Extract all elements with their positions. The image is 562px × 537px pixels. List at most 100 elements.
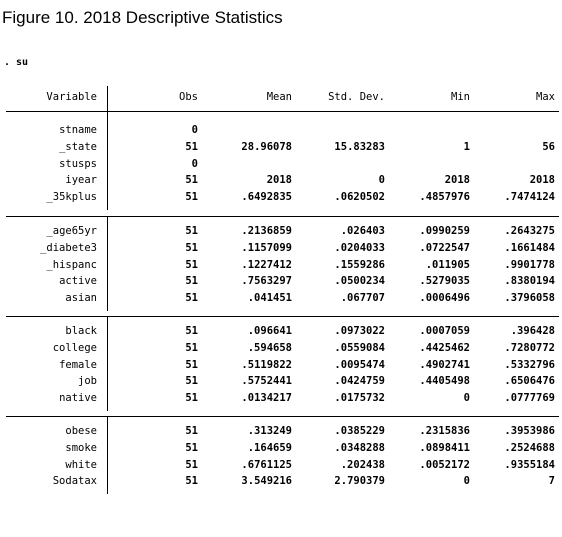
max-cell: .3953986 bbox=[504, 425, 555, 437]
min-cell: .4405498 bbox=[419, 375, 470, 388]
max-cell: 7 bbox=[548, 475, 555, 488]
variable-name: white bbox=[65, 458, 97, 471]
min-cell: .2315836 bbox=[419, 425, 470, 437]
max-cell: 56 bbox=[542, 140, 555, 153]
variable-name: _hispanc bbox=[46, 258, 97, 271]
variable-name: female bbox=[59, 358, 97, 371]
obs-cell: 51 bbox=[185, 275, 198, 288]
obs-cell: 0 bbox=[191, 124, 198, 136]
obs-cell: 51 bbox=[185, 225, 198, 237]
min-cell: 0 bbox=[463, 475, 470, 488]
std-dev-cell: .0973022 bbox=[334, 325, 385, 337]
mean-cell: .7563297 bbox=[241, 275, 292, 288]
mean-cell: .041451 bbox=[247, 292, 292, 305]
obs-cell: 0 bbox=[191, 157, 198, 170]
mean-cell: 28.96078 bbox=[241, 140, 292, 153]
figure-title: Figure 10. 2018 Descriptive Statistics bbox=[2, 8, 283, 27]
min-cell: .0052172 bbox=[419, 458, 470, 471]
max-cell: .9355184 bbox=[504, 458, 555, 471]
variable-name: obese bbox=[65, 425, 97, 437]
variable-name: iyear bbox=[65, 174, 97, 187]
max-cell: .396428 bbox=[510, 325, 555, 337]
std-dev-cell: 15.83283 bbox=[334, 140, 385, 153]
mean-cell: .5119822 bbox=[241, 358, 292, 371]
variable-name: active bbox=[59, 275, 97, 288]
max-cell: .0777769 bbox=[504, 392, 555, 405]
min-cell: .0898411 bbox=[419, 441, 470, 454]
max-cell: .6506476 bbox=[504, 375, 555, 388]
mean-cell: .1157099 bbox=[241, 241, 292, 254]
min-cell: 2018 bbox=[444, 174, 470, 187]
group-separator bbox=[6, 216, 559, 217]
std-dev-cell: .067707 bbox=[340, 292, 385, 305]
obs-cell: 51 bbox=[185, 191, 198, 204]
min-cell: .4857976 bbox=[419, 191, 470, 204]
std-dev-cell: .0385229 bbox=[334, 425, 385, 437]
obs-cell: 51 bbox=[185, 292, 198, 305]
variable-divider bbox=[107, 416, 108, 495]
max-cell: .8380194 bbox=[504, 275, 555, 288]
mean-cell: .2136859 bbox=[241, 225, 292, 237]
mean-cell: .313249 bbox=[247, 425, 292, 437]
header-std-dev: Std. Dev. bbox=[328, 91, 385, 103]
variable-name: asian bbox=[65, 292, 97, 305]
obs-cell: 51 bbox=[185, 425, 198, 437]
header-min: Min bbox=[451, 91, 470, 103]
min-cell: .5279035 bbox=[419, 275, 470, 288]
min-cell: .4902741 bbox=[419, 358, 470, 371]
obs-cell: 51 bbox=[185, 241, 198, 254]
header-mean: Mean bbox=[266, 91, 292, 103]
variable-divider-header bbox=[107, 86, 108, 111]
obs-cell: 51 bbox=[185, 375, 198, 388]
mean-cell: .6492835 bbox=[241, 191, 292, 204]
std-dev-cell: .0204033 bbox=[334, 241, 385, 254]
max-cell: .7280772 bbox=[504, 341, 555, 354]
max-cell: .2524688 bbox=[504, 441, 555, 454]
obs-cell: 51 bbox=[185, 358, 198, 371]
max-cell: .3796058 bbox=[504, 292, 555, 305]
obs-cell: 51 bbox=[185, 341, 198, 354]
obs-cell: 51 bbox=[185, 392, 198, 405]
header-rule bbox=[6, 111, 559, 112]
variable-divider bbox=[107, 316, 108, 411]
std-dev-cell: .0348288 bbox=[334, 441, 385, 454]
mean-cell: .164659 bbox=[247, 441, 292, 454]
variable-name: _35kplus bbox=[46, 191, 97, 204]
mean-cell: .5752441 bbox=[241, 375, 292, 388]
std-dev-cell: 2.790379 bbox=[334, 475, 385, 488]
std-dev-cell: .0559084 bbox=[334, 341, 385, 354]
std-dev-cell: .0620502 bbox=[334, 191, 385, 204]
min-cell: .011905 bbox=[425, 258, 470, 271]
command-prompt: . su bbox=[4, 57, 29, 68]
std-dev-cell: 0 bbox=[378, 174, 385, 187]
obs-cell: 51 bbox=[185, 140, 198, 153]
obs-cell: 51 bbox=[185, 475, 198, 488]
header-obs: Obs bbox=[179, 91, 198, 103]
max-cell: .5332796 bbox=[504, 358, 555, 371]
variable-name: stusps bbox=[59, 157, 97, 170]
max-cell: .2643275 bbox=[504, 225, 555, 237]
std-dev-cell: .0175732 bbox=[334, 392, 385, 405]
variable-divider bbox=[107, 216, 108, 311]
mean-cell: .1227412 bbox=[241, 258, 292, 271]
std-dev-cell: .0095474 bbox=[334, 358, 385, 371]
variable-name: smoke bbox=[65, 441, 97, 454]
min-cell: .0006496 bbox=[419, 292, 470, 305]
variable-name: job bbox=[78, 375, 97, 388]
mean-cell: .6761125 bbox=[241, 458, 292, 471]
std-dev-cell: .0424759 bbox=[334, 375, 385, 388]
variable-name: _diabete3 bbox=[40, 241, 97, 254]
obs-cell: 51 bbox=[185, 174, 198, 187]
variable-name: college bbox=[52, 341, 97, 354]
obs-cell: 51 bbox=[185, 458, 198, 471]
obs-cell: 51 bbox=[185, 441, 198, 454]
min-cell: .4425462 bbox=[419, 341, 470, 354]
group-separator bbox=[6, 416, 559, 417]
max-cell: 2018 bbox=[529, 174, 555, 187]
header-max: Max bbox=[536, 91, 555, 103]
std-dev-cell: .1559286 bbox=[334, 258, 385, 271]
mean-cell: .096641 bbox=[247, 325, 292, 337]
variable-divider bbox=[107, 111, 108, 210]
min-cell: .0990259 bbox=[419, 225, 470, 237]
variable-name: black bbox=[65, 325, 97, 337]
